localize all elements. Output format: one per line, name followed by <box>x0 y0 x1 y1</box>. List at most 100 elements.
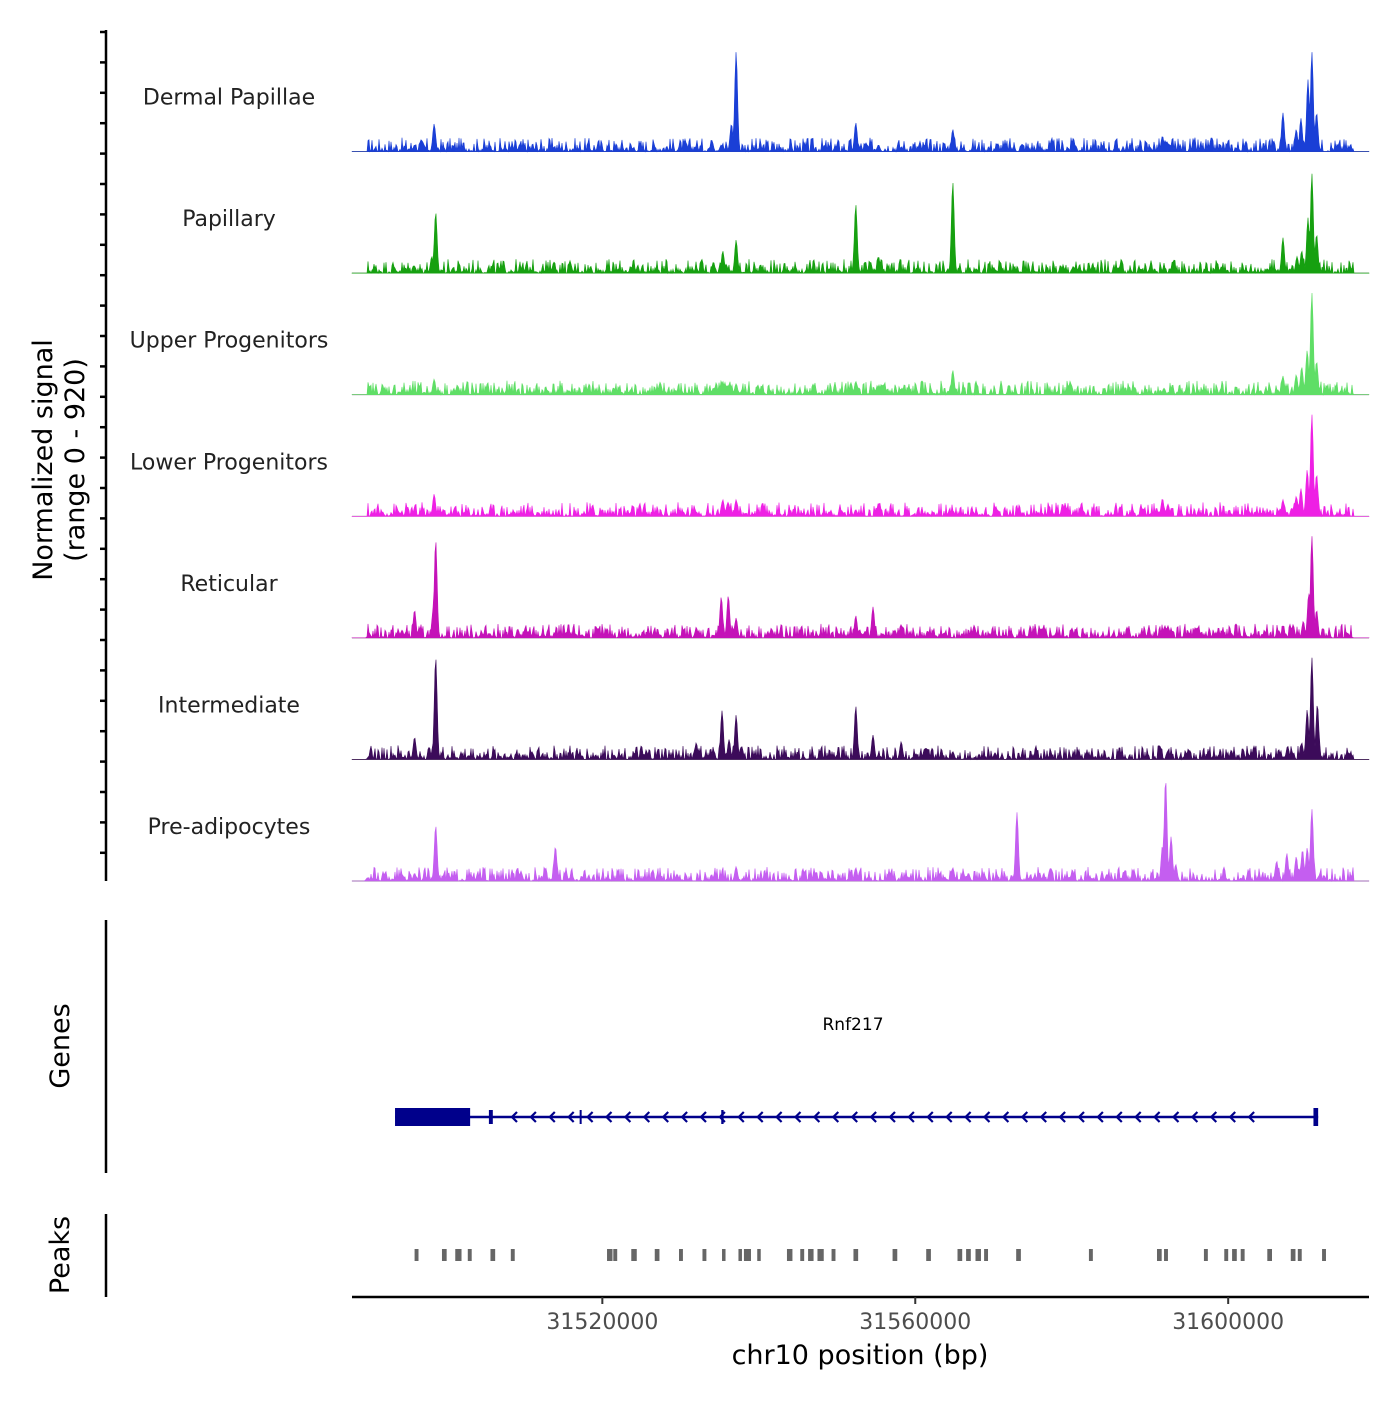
gene-exon <box>395 1108 471 1126</box>
y-axis-label-line2: (range 0 - 920) <box>60 358 91 562</box>
gene-exon <box>488 1110 493 1124</box>
gene-strand-arrow <box>737 1111 745 1123</box>
peak-region <box>1232 1249 1237 1261</box>
signal-panel-y-axis <box>100 30 108 881</box>
peak-region <box>1240 1249 1245 1261</box>
track-label-lower-progenitors: Lower Progenitors <box>130 450 328 475</box>
gene-exon <box>579 1110 582 1124</box>
coverage-area-lower-progenitors <box>351 414 1370 518</box>
peak-region <box>786 1249 793 1261</box>
gene-strand-arrow <box>1209 1111 1218 1123</box>
peak-region <box>957 1249 963 1261</box>
peak-region <box>853 1249 859 1261</box>
gene-strand-arrow <box>869 1111 877 1123</box>
gene-strand-arrow <box>945 1111 953 1123</box>
gene-strand-arrow <box>567 1111 575 1123</box>
peak-region <box>1224 1249 1229 1261</box>
peak-region <box>926 1249 931 1261</box>
x-axis: 31520000 31560000 31600000 chr10 position … <box>352 1295 1369 1371</box>
x-ticks: 31520000 31560000 31600000 <box>546 1297 1284 1335</box>
gene-strand-arrow <box>982 1111 991 1123</box>
gene-strand-arrow <box>850 1111 858 1123</box>
peak-region <box>467 1249 472 1261</box>
peak-region <box>738 1249 742 1261</box>
x-tick-label: 31560000 <box>859 1310 971 1335</box>
peak-region <box>679 1249 683 1261</box>
gene-strand-arrow <box>1058 1111 1066 1123</box>
peak-region <box>966 1249 971 1261</box>
track-label-papillary: Papillary <box>182 207 276 232</box>
gene-strand-arrow <box>604 1111 613 1123</box>
coverage-area-intermediate <box>351 657 1370 761</box>
peaks-panel: Peaks <box>45 1214 1326 1297</box>
peak-region <box>414 1249 419 1261</box>
peak-region <box>1016 1249 1021 1261</box>
peak-region <box>702 1249 707 1261</box>
track-label-upper-progenitors: Upper Progenitors <box>130 329 329 354</box>
gene-strand-arrow <box>1190 1111 1199 1123</box>
gene-strand-arrow <box>907 1111 915 1123</box>
track-pre-adipocytes: Pre-adipocytes <box>148 783 1370 883</box>
track-lower-progenitors: Lower Progenitors <box>130 414 1370 518</box>
peaks-panel-label: Peaks <box>45 1216 76 1294</box>
gene-strand-arrow <box>926 1111 934 1123</box>
peak-region <box>817 1249 824 1261</box>
track-papillary: Papillary <box>182 173 1370 275</box>
gene-strand-arrow <box>529 1111 537 1123</box>
track-label-pre-adipocytes: Pre-adipocytes <box>148 815 311 840</box>
gene-strand-arrow <box>1077 1111 1085 1123</box>
gene-strand-arrow <box>623 1111 632 1123</box>
coverage-area-upper-progenitors <box>351 292 1370 396</box>
gene-strand-arrow <box>1247 1111 1255 1123</box>
coverage-area-reticular <box>351 536 1370 639</box>
peak-region <box>1156 1249 1162 1261</box>
gene-strand-arrow <box>699 1111 707 1123</box>
gene-model-rnf217 <box>395 1108 1319 1126</box>
peak-region <box>722 1249 726 1261</box>
gene-strand-arrow <box>1228 1111 1236 1123</box>
peak-region <box>1322 1249 1326 1261</box>
peak-region <box>490 1249 496 1261</box>
gene-strand-arrow <box>1153 1111 1161 1123</box>
gene-strand-arrow <box>793 1111 802 1123</box>
gene-strand-arrow <box>586 1111 594 1123</box>
peak-region <box>743 1249 751 1261</box>
peak-region <box>1290 1249 1296 1261</box>
gene-exon <box>721 1110 724 1124</box>
gene-strand-arrow <box>1134 1111 1142 1123</box>
y-axis-label-line1: Normalized signal <box>28 339 59 581</box>
x-axis-title: chr10 position (bp) <box>732 1340 989 1371</box>
coverage-tracks: Dermal Papillae Papillary Upper Progenitor… <box>130 52 1370 883</box>
peak-region <box>831 1249 836 1261</box>
peak-region <box>800 1249 805 1261</box>
gene-strand-arrow <box>812 1111 821 1123</box>
peak-region <box>441 1249 447 1261</box>
gene-strand-arrow <box>510 1111 518 1123</box>
track-dermal-papillae: Dermal Papillae <box>143 52 1370 153</box>
track-upper-progenitors: Upper Progenitors <box>130 292 1370 396</box>
gene-strand-arrow <box>642 1111 651 1123</box>
peak-region <box>892 1249 898 1261</box>
coverage-area-papillary <box>351 173 1370 275</box>
gene-strand-arrow <box>756 1111 764 1123</box>
peak-region <box>613 1249 618 1261</box>
gene-strand-arrow <box>548 1111 556 1123</box>
peak-region <box>1267 1249 1272 1261</box>
gene-strand-arrow <box>1171 1111 1180 1123</box>
gene-strand-arrow <box>718 1111 726 1123</box>
gene-strand-arrow <box>775 1111 783 1123</box>
peak-region <box>1297 1249 1302 1261</box>
peak-region <box>757 1249 761 1261</box>
gene-strand-arrow <box>1115 1111 1123 1123</box>
x-tick-label: 31600000 <box>1172 1310 1284 1335</box>
peak-region <box>808 1249 814 1261</box>
coverage-area-dermal-papillae <box>351 52 1370 153</box>
peak-region <box>455 1249 462 1261</box>
gene-strand-arrow <box>1020 1111 1029 1123</box>
peak-region <box>631 1249 637 1261</box>
gene-exon <box>1313 1108 1319 1126</box>
track-reticular: Reticular <box>180 536 1370 639</box>
peak-region <box>607 1249 613 1261</box>
